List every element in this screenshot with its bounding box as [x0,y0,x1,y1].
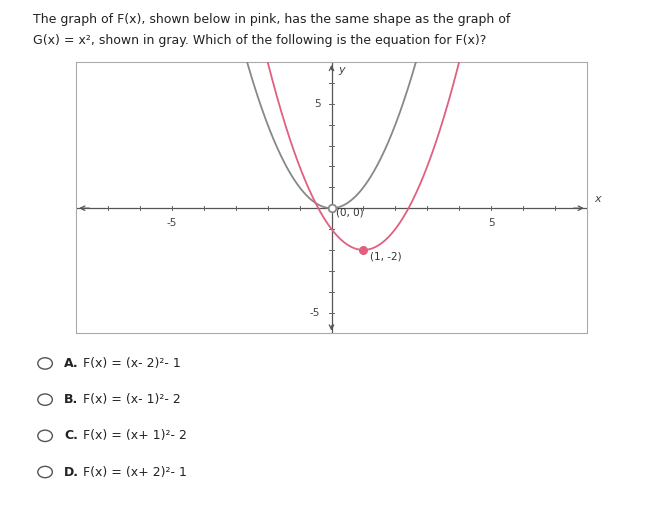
Text: 5: 5 [314,99,320,109]
Text: (1, -2): (1, -2) [370,251,401,262]
Text: F(x) = (x- 2)²- 1: F(x) = (x- 2)²- 1 [83,357,180,370]
Text: -5: -5 [167,218,177,227]
Text: B.: B. [64,393,78,406]
Text: F(x) = (x+ 2)²- 1: F(x) = (x+ 2)²- 1 [83,465,187,479]
Text: C.: C. [64,429,78,443]
Text: F(x) = (x- 1)²- 2: F(x) = (x- 1)²- 2 [83,393,180,406]
Text: The graph of F(x), shown below in pink, has the same shape as the graph of: The graph of F(x), shown below in pink, … [33,13,511,26]
Text: -5: -5 [310,308,320,317]
Text: D.: D. [64,465,80,479]
Text: 5: 5 [488,218,495,227]
Text: F(x) = (x+ 1)²- 2: F(x) = (x+ 1)²- 2 [83,429,187,443]
Text: (0, 0): (0, 0) [336,207,364,218]
Text: G(x) = x², shown in gray. Which of the following is the equation for F(x)?: G(x) = x², shown in gray. Which of the f… [33,34,487,47]
Text: x: x [595,194,601,204]
Text: A.: A. [64,357,79,370]
Text: y: y [338,65,345,75]
